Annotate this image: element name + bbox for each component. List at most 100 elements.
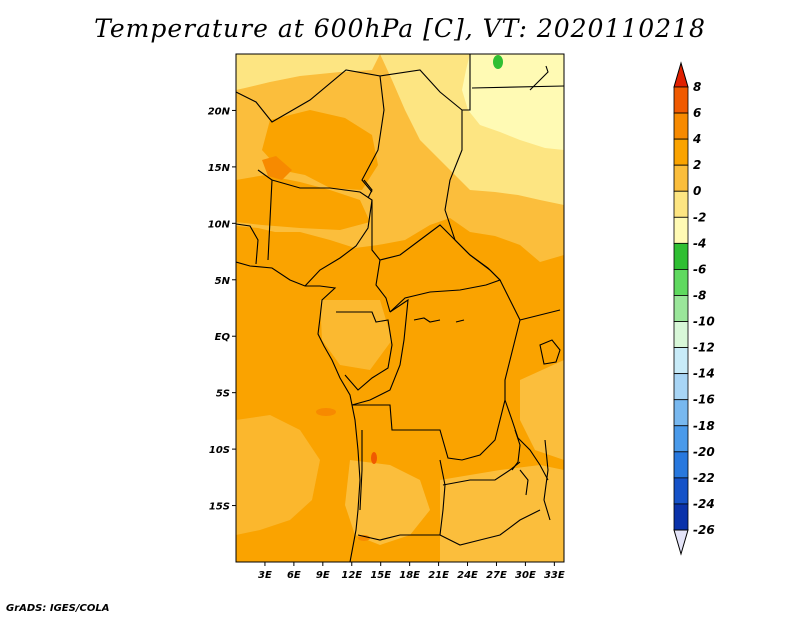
colorbar-label: -26 (693, 523, 715, 537)
lake-malawi (543, 439, 551, 521)
colorbar-segment (673, 216, 689, 244)
border-chad-libya (379, 54, 471, 111)
colorbar-label: -14 (693, 367, 715, 381)
border-drc-east (499, 279, 521, 400)
colorbar-label: 6 (693, 106, 701, 120)
lat-tick-label: 5S (216, 389, 230, 400)
lat-axis: 20N 15N 10N 5N EQ 5S 10S 15S (208, 106, 236, 513)
lake-tanganyika (511, 429, 521, 471)
temperature-field (236, 54, 564, 562)
colorbar-label: 2 (693, 158, 701, 172)
border-cameroon-car (371, 200, 391, 313)
field-spot-minus6 (493, 55, 503, 69)
lon-tick-label: 24E (457, 570, 478, 581)
lon-tick-label: 30E (515, 570, 536, 581)
colorbar-top-arrow (673, 61, 689, 88)
border-congo-gabon (336, 311, 393, 391)
field-patch-east (520, 360, 564, 460)
colorbar-segment (673, 451, 689, 479)
field-spot-4-6-b (316, 408, 336, 416)
field-band-minus4-minus2 (462, 54, 564, 150)
lon-tick-label: 9E (316, 570, 330, 581)
lon-tick-label: 15E (370, 570, 391, 581)
colorbar-label: -2 (693, 210, 706, 224)
lon-tick-label: 3E (258, 570, 272, 581)
field-patch-se (440, 465, 564, 562)
grads-credit: GrADS: IGES/COLA (6, 603, 110, 614)
colorbar-label: -18 (693, 419, 715, 433)
lon-axis: 3E 6E 9E 12E 15E 18E 21E 24E 27E 30E 33E (258, 562, 565, 581)
chart-title: Temperature at 600hPa [C], VT: 202011021… (94, 14, 706, 43)
red-sea-coast (529, 65, 549, 91)
lake-mweru (519, 469, 529, 496)
colorbar-segment (673, 347, 689, 375)
colorbar-segment (673, 295, 689, 322)
lake-drc-a (413, 317, 441, 323)
lon-tick-label: 6E (287, 570, 301, 581)
lat-tick-label: 10S (209, 445, 230, 456)
lat-tick-label: 10N (208, 219, 231, 230)
colorbar-segment (673, 242, 689, 270)
lake-chad (363, 179, 373, 199)
field-patch-angola (345, 460, 430, 545)
border-drc-angola (352, 399, 506, 461)
colorbar: 8 6 4 2 0 -2 -4 -6 -8 -10 -12 -14 -16 -18 -20 -22 -24 -26 (673, 61, 715, 556)
lat-tick-label: 20N (208, 106, 231, 117)
lon-tick-label: 21E (428, 570, 449, 581)
colorbar-label: -24 (693, 497, 715, 511)
border-uganda (519, 309, 561, 321)
colorbar-label: -8 (693, 288, 706, 302)
colorbar-label: -12 (693, 341, 715, 355)
colorbar-segment (673, 112, 689, 140)
map-frame (235, 53, 565, 563)
field-patch-sw (236, 415, 320, 535)
colorbar-bottom-arrow (673, 529, 689, 556)
field-patch-2-4-nigeria (236, 175, 370, 230)
border-egypt-sudan (471, 85, 564, 89)
border-angola-inner (359, 430, 363, 511)
border-nigeria (271, 179, 373, 287)
colorbar-label: -22 (693, 471, 715, 485)
colorbar-segment (673, 190, 689, 218)
colorbar-segment (673, 399, 689, 427)
atlantic-coastline (236, 261, 361, 562)
lake-victoria (539, 339, 561, 365)
field-band-minus2-0-nw (236, 54, 380, 90)
coastlines-borders (236, 54, 564, 562)
colorbar-label: 0 (693, 184, 701, 198)
lat-tick-label: EQ (215, 332, 231, 343)
lake-drc-b (455, 319, 465, 323)
lon-tick-label: 12E (341, 570, 362, 581)
border-benin (257, 169, 273, 261)
border-drc-west (351, 298, 409, 406)
colorbar-label: -16 (693, 393, 715, 407)
colorbar-segment (673, 269, 689, 296)
colorbar-segment (673, 86, 689, 114)
lon-tick-label: 27E (486, 570, 507, 581)
colorbar-segment (673, 477, 689, 505)
border-car (379, 224, 502, 313)
field-spot-4-6-c (371, 452, 377, 464)
border-togo (236, 223, 259, 265)
colorbar-segment (673, 138, 689, 166)
colorbar-label: -6 (693, 262, 706, 276)
border-niger-chad (236, 69, 385, 193)
border-tanganyika (504, 399, 549, 481)
lat-tick-label: 15N (208, 163, 231, 174)
colorbar-segment (673, 321, 689, 348)
lon-tick-label: 33E (544, 570, 565, 581)
field-spot-4-6-a (262, 156, 292, 180)
colorbar-label: -10 (693, 315, 715, 329)
border-zambia-zimbabwe (439, 509, 541, 546)
colorbar-segment (673, 373, 689, 401)
colorbar-label: -4 (693, 236, 706, 250)
colorbar-label: 4 (692, 132, 701, 146)
lat-tick-label: 5N (215, 276, 231, 287)
colorbar-segment (673, 425, 689, 453)
colorbar-segment (673, 503, 689, 531)
lon-tick-label: 18E (399, 570, 420, 581)
colorbar-label: -20 (693, 445, 715, 459)
lat-tick-label: 15S (209, 502, 230, 513)
colorbar-label: 8 (693, 80, 701, 94)
